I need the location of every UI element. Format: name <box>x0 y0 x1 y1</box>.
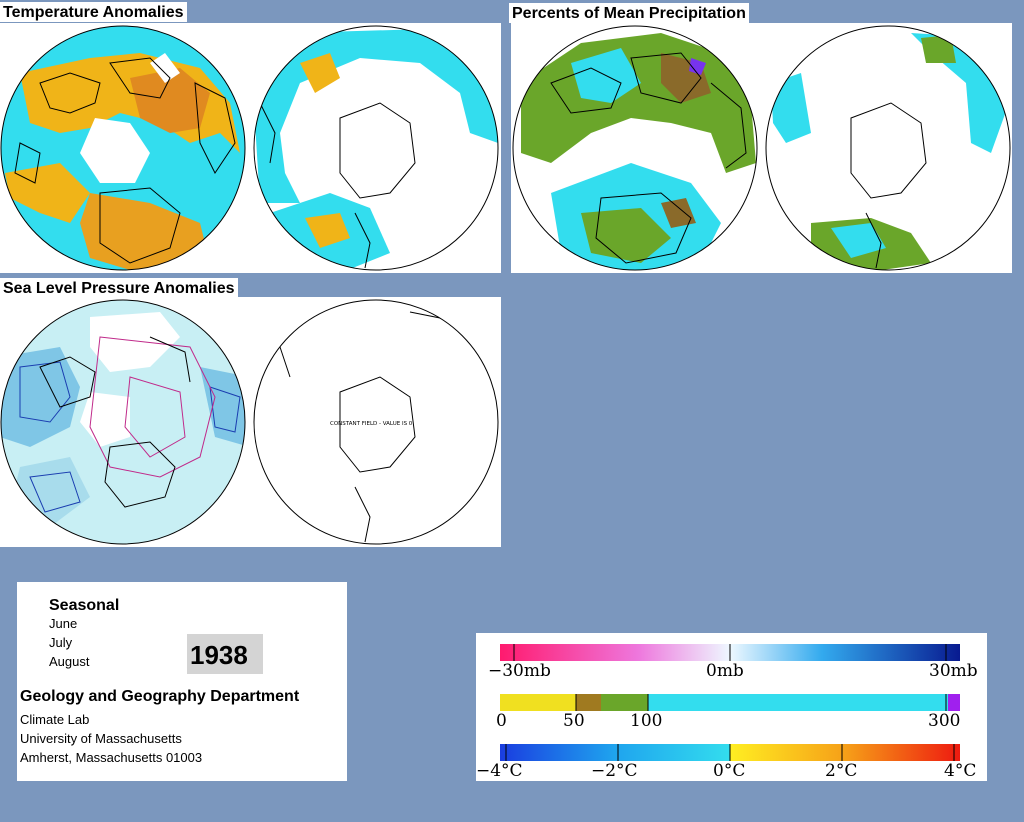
precipitation-south-hemisphere <box>767 26 1010 270</box>
precipitation-north-hemisphere <box>513 26 757 270</box>
month-2: July <box>49 635 73 650</box>
info-box: Seasonal June July August 1938 Geology a… <box>17 582 347 781</box>
temperature-title: Temperature Anomalies <box>0 2 187 22</box>
month-3: August <box>49 654 90 669</box>
info-line-2: University of Massachusetts <box>20 731 182 746</box>
precipitation-label-100: 100 <box>630 711 663 731</box>
department: Geology and Geography Department <box>20 688 300 705</box>
pressure-map-note: CONSTANT FIELD - VALUE IS 0 <box>330 421 413 427</box>
pressure-label-min: −30mb <box>488 661 551 681</box>
precipitation-label-300: 300 <box>928 711 961 731</box>
pressure-south-hemisphere <box>254 300 498 544</box>
temperature-map-panel <box>0 23 501 273</box>
precipitation-legend-bar <box>500 694 960 711</box>
month-1: June <box>49 616 78 631</box>
info-line-1: Climate Lab <box>20 712 90 727</box>
year: 1938 <box>190 640 248 670</box>
temperature-legend-bar <box>500 744 960 761</box>
temperature-label-2: 2°C <box>825 761 858 781</box>
precipitation-label-50: 50 <box>563 711 585 731</box>
pressure-legend-bar <box>500 644 960 661</box>
pressure-label-mid: 0mb <box>706 661 744 681</box>
legend-box: −30mb 0mb 30mb 0 50 100 300 −4°C −2°C 0°… <box>476 633 987 781</box>
precipitation-map-panel <box>511 23 1012 273</box>
pressure-label-max: 30mb <box>929 661 978 681</box>
precipitation-label-0: 0 <box>496 711 507 731</box>
pressure-title: Sea Level Pressure Anomalies <box>0 278 238 298</box>
temperature-label-0: 0°C <box>713 761 746 781</box>
year-box: 1938 <box>187 634 263 674</box>
seasonal-heading: Seasonal <box>49 597 120 614</box>
info-line-3: Amherst, Massachusetts 01003 <box>20 750 203 765</box>
temperature-label-minus2: −2°C <box>591 761 638 781</box>
pressure-map-panel: CONSTANT FIELD - VALUE IS 0 <box>0 297 501 547</box>
precipitation-title: Percents of Mean Precipitation <box>509 3 749 23</box>
temperature-label-minus4: −4°C <box>476 761 523 781</box>
temperature-north-hemisphere <box>1 26 245 270</box>
temperature-label-4: 4°C <box>944 761 977 781</box>
pressure-north-hemisphere <box>1 300 245 544</box>
